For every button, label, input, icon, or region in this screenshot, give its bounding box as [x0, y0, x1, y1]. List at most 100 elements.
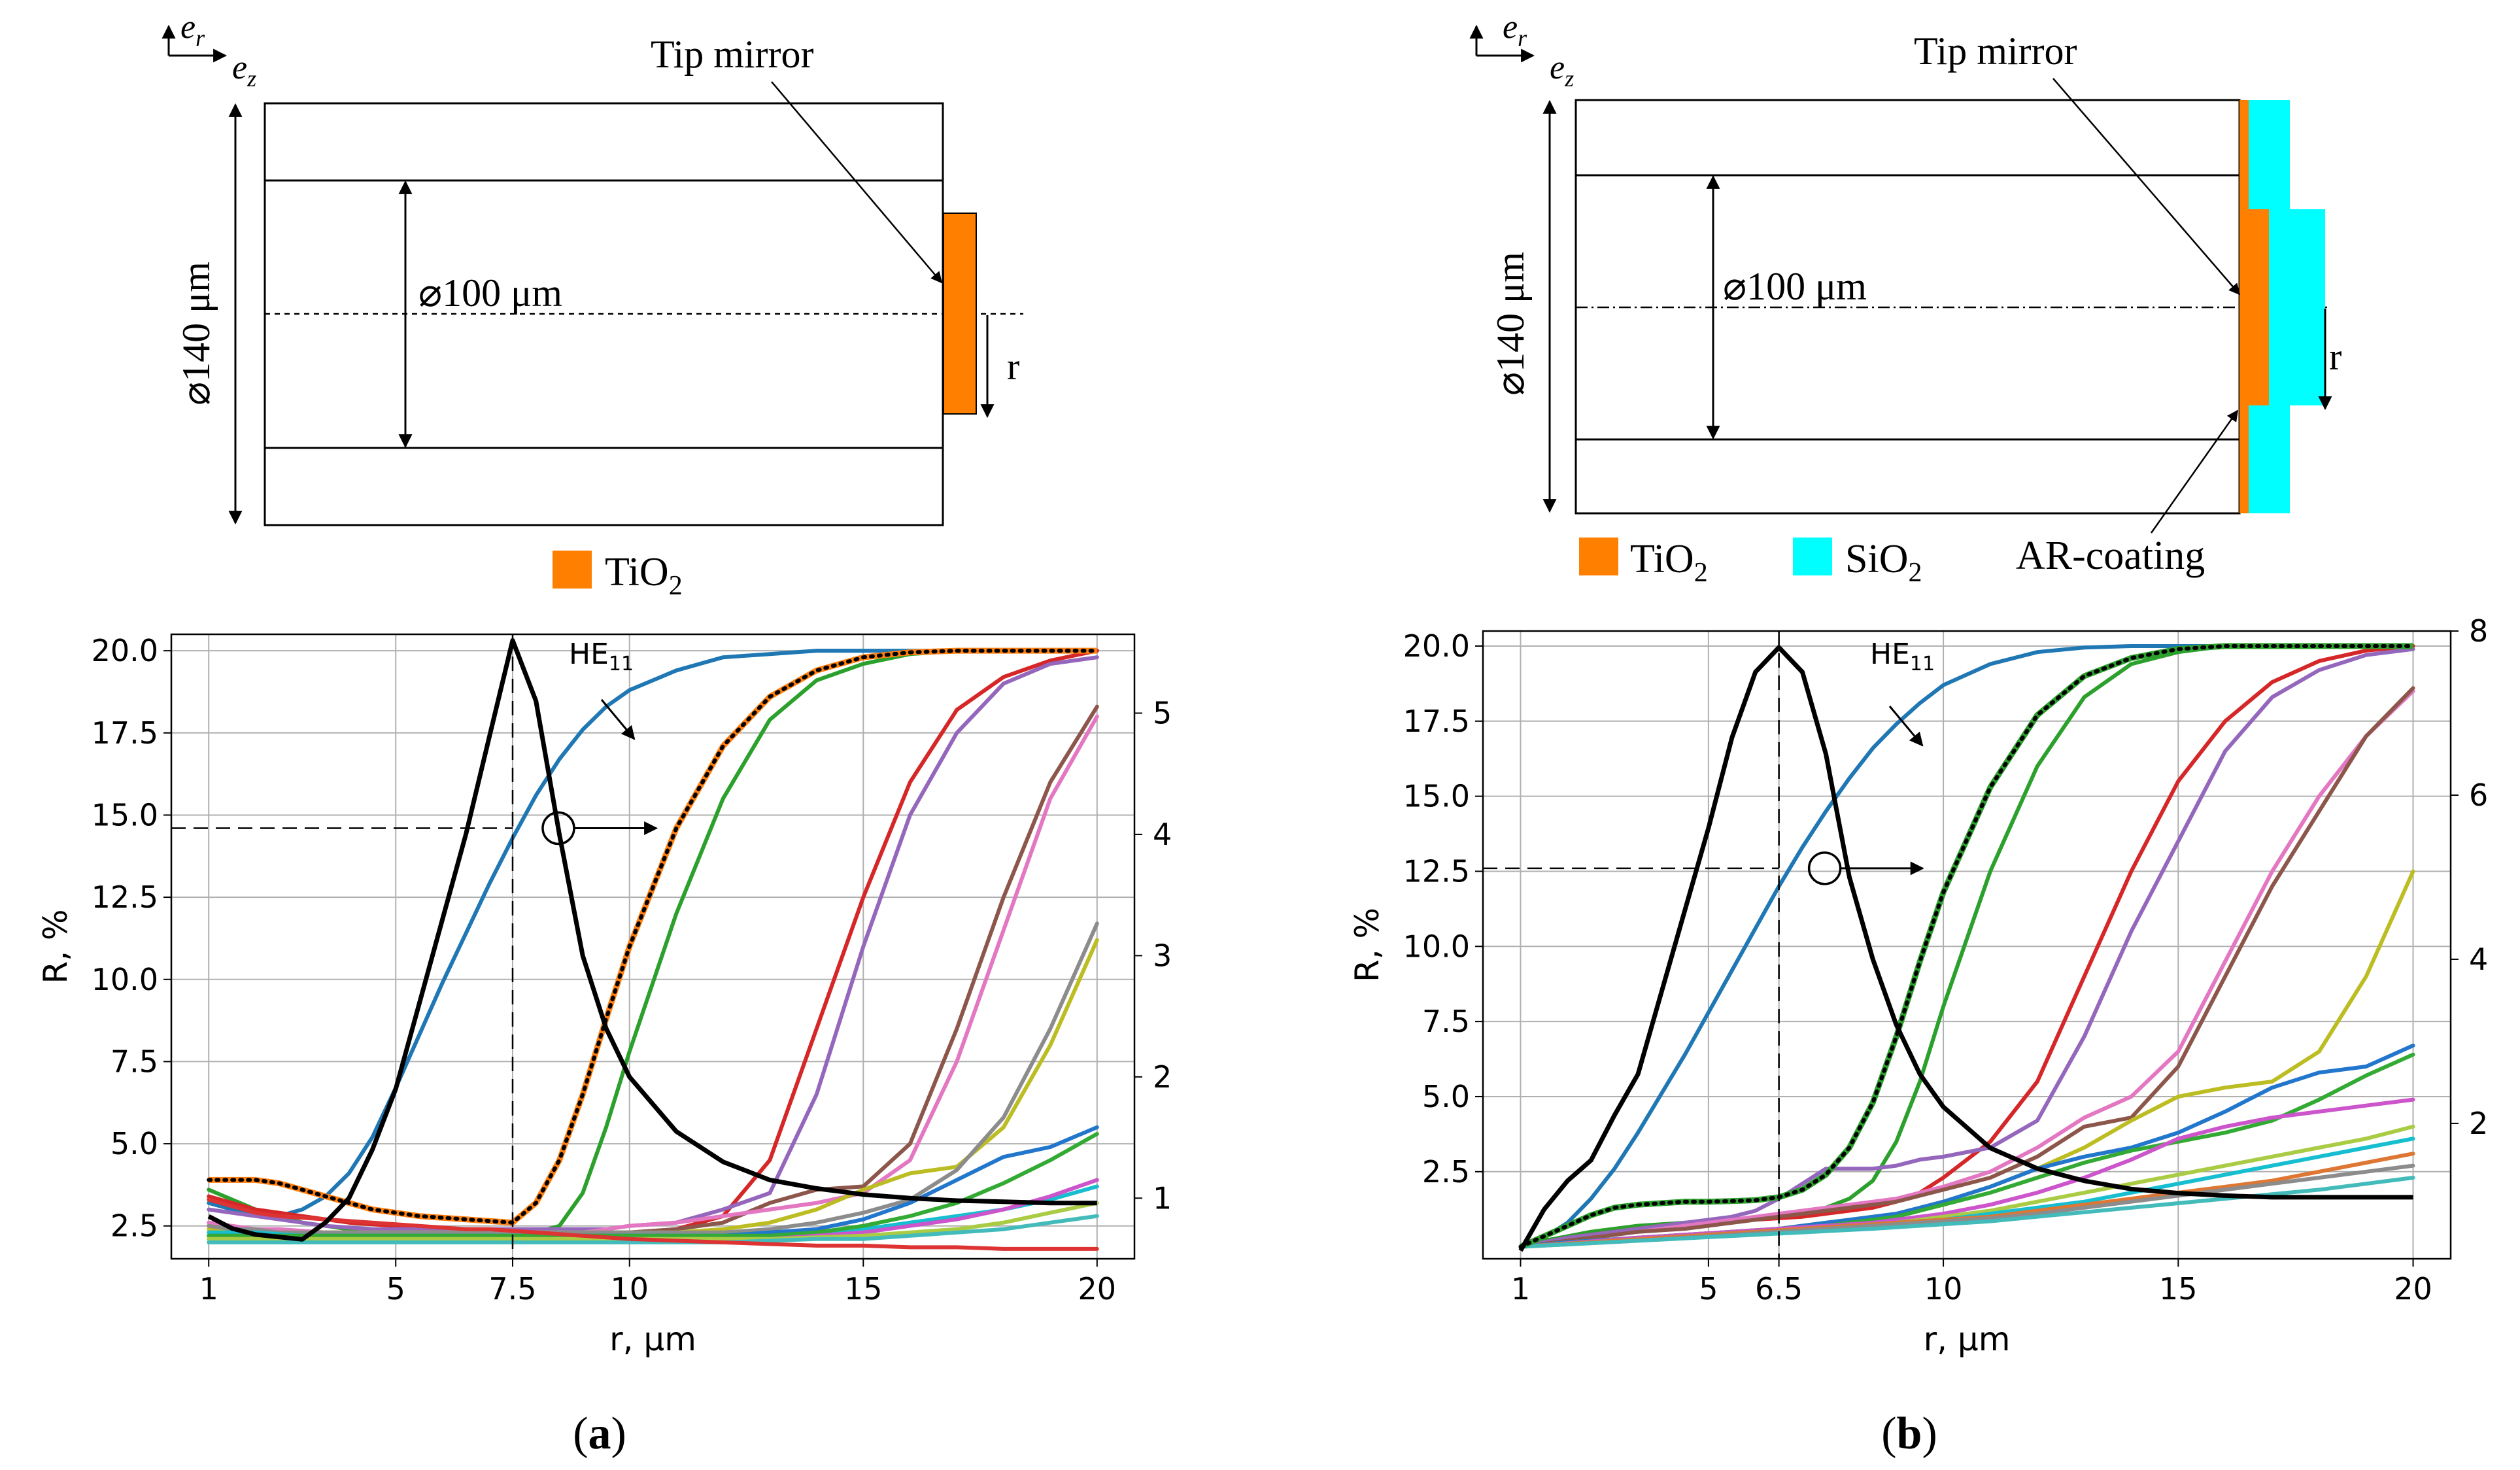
- radius-label: r: [1007, 345, 1019, 388]
- y-tick-label: 12.5: [92, 880, 158, 915]
- legend-swatch-sio2: [1793, 538, 1832, 575]
- y2-tick-label: 2: [2469, 1106, 2488, 1141]
- x-tick-label: 10: [610, 1271, 649, 1307]
- mode-annotation-sub: 11: [1910, 653, 1935, 675]
- ar-coating-pointer: [2150, 409, 2239, 534]
- x-tick-label: 1: [199, 1271, 218, 1307]
- y2-tick-label: 2: [1153, 1059, 1172, 1095]
- outer-diameter-label: ⌀140 μm: [175, 262, 218, 405]
- outer-diameter-label: ⌀140 μm: [1489, 252, 1532, 396]
- plot-frame: [1482, 630, 2452, 1260]
- legend-swatch-tio2: [553, 551, 592, 589]
- axis-r-label: er: [1503, 9, 1527, 51]
- chart-b: 1 5 6.5 10 15 202.55.07.510.012.515.017.520.0…: [1348, 613, 2488, 1358]
- x-tick-label: 20: [1078, 1271, 1117, 1307]
- x-tick-label: 15: [2159, 1271, 2198, 1307]
- tip-mirror-label: Tip mirror: [1914, 29, 2077, 73]
- series-line: [1518, 869, 2415, 1249]
- plot-area: [207, 638, 1099, 1251]
- legend-label-sio2: SiO2: [1845, 537, 1922, 588]
- y-tick-label: 17.5: [1403, 704, 1470, 739]
- core-diameter-label: ⌀100 μm: [418, 271, 562, 315]
- plot-frame: [170, 633, 1136, 1260]
- schematic-b: er ez ⌀140 μm ⌀100 μm Tip mirror r AR-co…: [1469, 9, 2341, 588]
- y-tick-label: 5.0: [1422, 1079, 1470, 1114]
- schematic-a: er ez ⌀140 μm ⌀100 μm Tip mirror r TiO2: [162, 9, 1023, 601]
- ar-coating-label: AR-coating: [2016, 534, 2205, 578]
- tip-mirror-pointer: [2052, 78, 2241, 296]
- y-tick-label: 20.0: [1403, 628, 1470, 664]
- y-tick-label: 7.5: [1422, 1004, 1470, 1039]
- axis-z-label: ez: [232, 49, 256, 92]
- x-tick-label: 5: [1699, 1271, 1718, 1307]
- series-line: [207, 649, 1099, 1218]
- series-line: [207, 649, 1099, 1225]
- mode-annotation-main: HE: [569, 638, 609, 671]
- y-axis-label: R, %: [1348, 908, 1386, 982]
- y-tick-label: 5.0: [111, 1126, 158, 1161]
- series-line: [207, 1132, 1099, 1238]
- tip-mirror-tio2: [2239, 209, 2269, 405]
- y-tick-label: 7.5: [111, 1044, 158, 1079]
- y-tick-label: 2.5: [1422, 1154, 1470, 1189]
- y-axis-label: R, %: [37, 909, 75, 983]
- y2-tick-label: 8: [2469, 613, 2488, 649]
- x-tick-label: 1: [1511, 1271, 1530, 1307]
- x-tick-label: 5: [386, 1271, 405, 1307]
- y-tick-label: 20.0: [92, 633, 158, 668]
- series-line: [207, 1201, 1099, 1241]
- mode-annotation-sub: 11: [609, 653, 634, 675]
- series-line: [207, 655, 1099, 1231]
- mode-annotation-main: HE: [1870, 638, 1910, 671]
- series-line: [1518, 647, 2415, 1249]
- x-tick-label: 7.5: [488, 1271, 536, 1307]
- x-tick-label: 6.5: [1755, 1271, 1803, 1307]
- caption-b: (b): [1881, 1409, 1937, 1459]
- radius-label: r: [2329, 335, 2341, 378]
- mode-annotation: HE11: [1870, 638, 1935, 675]
- x-tick-label: 20: [2394, 1271, 2432, 1307]
- caption-a: (a): [573, 1409, 626, 1459]
- mode-annotation-arrow: [600, 699, 636, 740]
- secondary-series-line: [207, 638, 1097, 1242]
- y-tick-label: 17.5: [92, 715, 158, 751]
- y-tick-label: 12.5: [1403, 853, 1470, 889]
- core-diameter-label: ⌀100 μm: [1723, 265, 1867, 308]
- mode-annotation: HE11: [569, 638, 634, 675]
- series-line: [207, 1197, 1099, 1251]
- plot-area: [1518, 643, 2415, 1252]
- y-tick-label: 10.0: [92, 962, 158, 997]
- highlight-series-dots: [1518, 644, 2415, 1249]
- highlight-series-dots: [207, 649, 1099, 1225]
- series-line: [207, 649, 1099, 1235]
- tip-mirror-label: Tip mirror: [651, 33, 814, 76]
- series-line: [207, 704, 1099, 1235]
- ar-coating-sio2: [2247, 100, 2325, 513]
- secondary-series-line: [1518, 645, 2413, 1252]
- series-line: [207, 921, 1099, 1235]
- series-line: [1518, 686, 2415, 1249]
- y2-tick-label: 4: [1153, 817, 1172, 852]
- series-line: [207, 714, 1099, 1235]
- y-tick-label: 10.0: [1403, 929, 1470, 964]
- series-line: [207, 649, 1099, 1235]
- tip-mirror-pointer: [771, 81, 943, 284]
- y2-tick-label: 5: [1153, 696, 1172, 731]
- x-axis-label: r, μm: [609, 1320, 696, 1358]
- axis-r-label: er: [180, 9, 205, 51]
- chart-a: 1 5 7.5 10 15 202.55.07.510.012.515.017.520.0…: [37, 633, 1172, 1358]
- x-tick-label: 10: [1924, 1271, 1963, 1307]
- secondary-axis-marker: [1807, 851, 1842, 885]
- axis-z-label: ez: [1550, 49, 1574, 92]
- y2-tick-label: 1: [1153, 1180, 1172, 1216]
- legend-label-tio2: TiO2: [605, 550, 683, 601]
- y2-tick-label: 3: [1153, 938, 1172, 973]
- series-line: [207, 1214, 1099, 1244]
- mode-annotation-arrow: [1888, 706, 1924, 747]
- x-axis-label: r, μm: [1924, 1320, 2011, 1358]
- legend-swatch-tio2: [1579, 538, 1618, 575]
- x-tick-label: 15: [844, 1271, 883, 1307]
- y-tick-label: 15.0: [1403, 779, 1470, 814]
- series-line: [1518, 1176, 2415, 1249]
